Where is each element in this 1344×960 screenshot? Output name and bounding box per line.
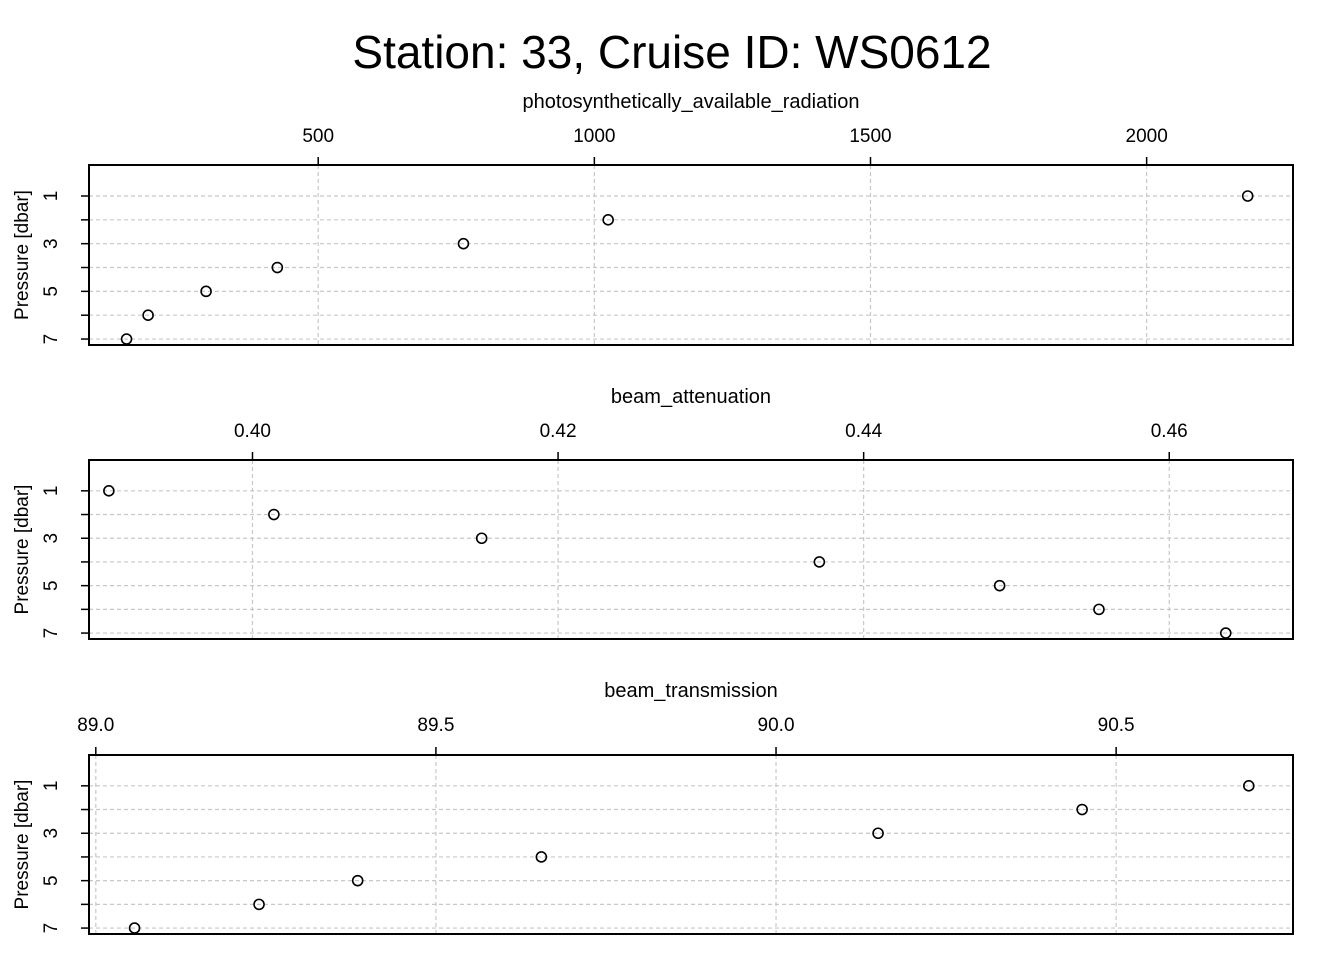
x-tick-label: 500 (302, 126, 334, 147)
figure-title: Station: 33, Cruise ID: WS0612 (352, 26, 991, 78)
data-point (103, 485, 115, 497)
data-points (120, 190, 1254, 345)
y-tick-label: 3 (41, 238, 62, 249)
panel-title: photosynthetically_available_radiation (523, 91, 860, 113)
data-point (128, 922, 141, 934)
data-point (872, 827, 884, 840)
y-tick-label: 1 (41, 191, 62, 202)
chart-panels: photosynthetically_available_radiation50… (12, 91, 1294, 935)
data-point (993, 579, 1006, 592)
y-tick-label: 1 (41, 781, 62, 792)
y-axis-label: Pressure [dbar] (12, 190, 33, 320)
x-tick-label: 0.40 (234, 421, 271, 442)
y-tick-label: 5 (41, 875, 62, 886)
x-tick-label: 0.42 (540, 421, 577, 442)
plot-frame (88, 459, 1294, 640)
y-axis-label: Pressure [dbar] (12, 780, 33, 910)
grid (89, 755, 1293, 934)
x-tick-label: 1500 (849, 126, 891, 147)
data-point (813, 556, 826, 568)
x-tick-label: 90.0 (758, 715, 795, 736)
chart-panel-3: beam_transmission 89.0 89.5 90.0 90.5 1 3 5 7 Pre… (12, 680, 1294, 935)
data-point (200, 285, 212, 298)
chart-panel-1: photosynthetically_available_radiation 50… (12, 91, 1294, 346)
data-point (602, 214, 614, 226)
data-point (271, 261, 284, 274)
data-point (475, 532, 488, 545)
data-point (1219, 627, 1232, 639)
y-tick-label: 7 (41, 628, 62, 639)
x-tick-label: 1000 (573, 126, 615, 147)
x-tick-label: 90.5 (1098, 715, 1135, 736)
data-point (268, 508, 280, 521)
x-tick-label: 89.5 (417, 715, 454, 736)
y-axis-label: Pressure [dbar] (12, 485, 33, 615)
chart-panel-2: beam_attenuation 0.40 0.42 0.44 0.46 1 3 5 7 Pres… (12, 386, 1294, 640)
data-point (457, 237, 470, 250)
data-point (351, 874, 364, 887)
grid (89, 460, 1293, 639)
y-tick-label: 3 (41, 533, 62, 544)
plot-frame (88, 164, 1294, 346)
y-tick-label: 5 (41, 580, 62, 591)
y-tick-label: 7 (41, 923, 62, 934)
panel-title: beam_attenuation (611, 386, 771, 408)
data-point (253, 898, 265, 911)
data-point (1093, 603, 1105, 616)
data-points (128, 780, 1255, 934)
panel-title: beam_transmission (604, 680, 777, 702)
y-tick-label: 7 (41, 334, 62, 345)
data-point (1241, 190, 1254, 202)
x-tick-label: 0.44 (845, 421, 882, 442)
x-tick-label: 2000 (1126, 126, 1168, 147)
data-point (1076, 803, 1088, 816)
y-tick-label: 3 (41, 828, 62, 839)
grid (89, 165, 1293, 345)
data-point (535, 851, 548, 863)
y-tick-label: 5 (41, 286, 62, 297)
data-point (142, 309, 154, 321)
x-tick-label: 89.0 (77, 715, 114, 736)
data-point (120, 333, 133, 345)
y-tick-label: 1 (41, 486, 62, 497)
x-tick-label: 0.46 (1151, 421, 1188, 442)
plot-frame (88, 754, 1294, 935)
data-point (1242, 780, 1255, 792)
data-points (103, 485, 1232, 639)
